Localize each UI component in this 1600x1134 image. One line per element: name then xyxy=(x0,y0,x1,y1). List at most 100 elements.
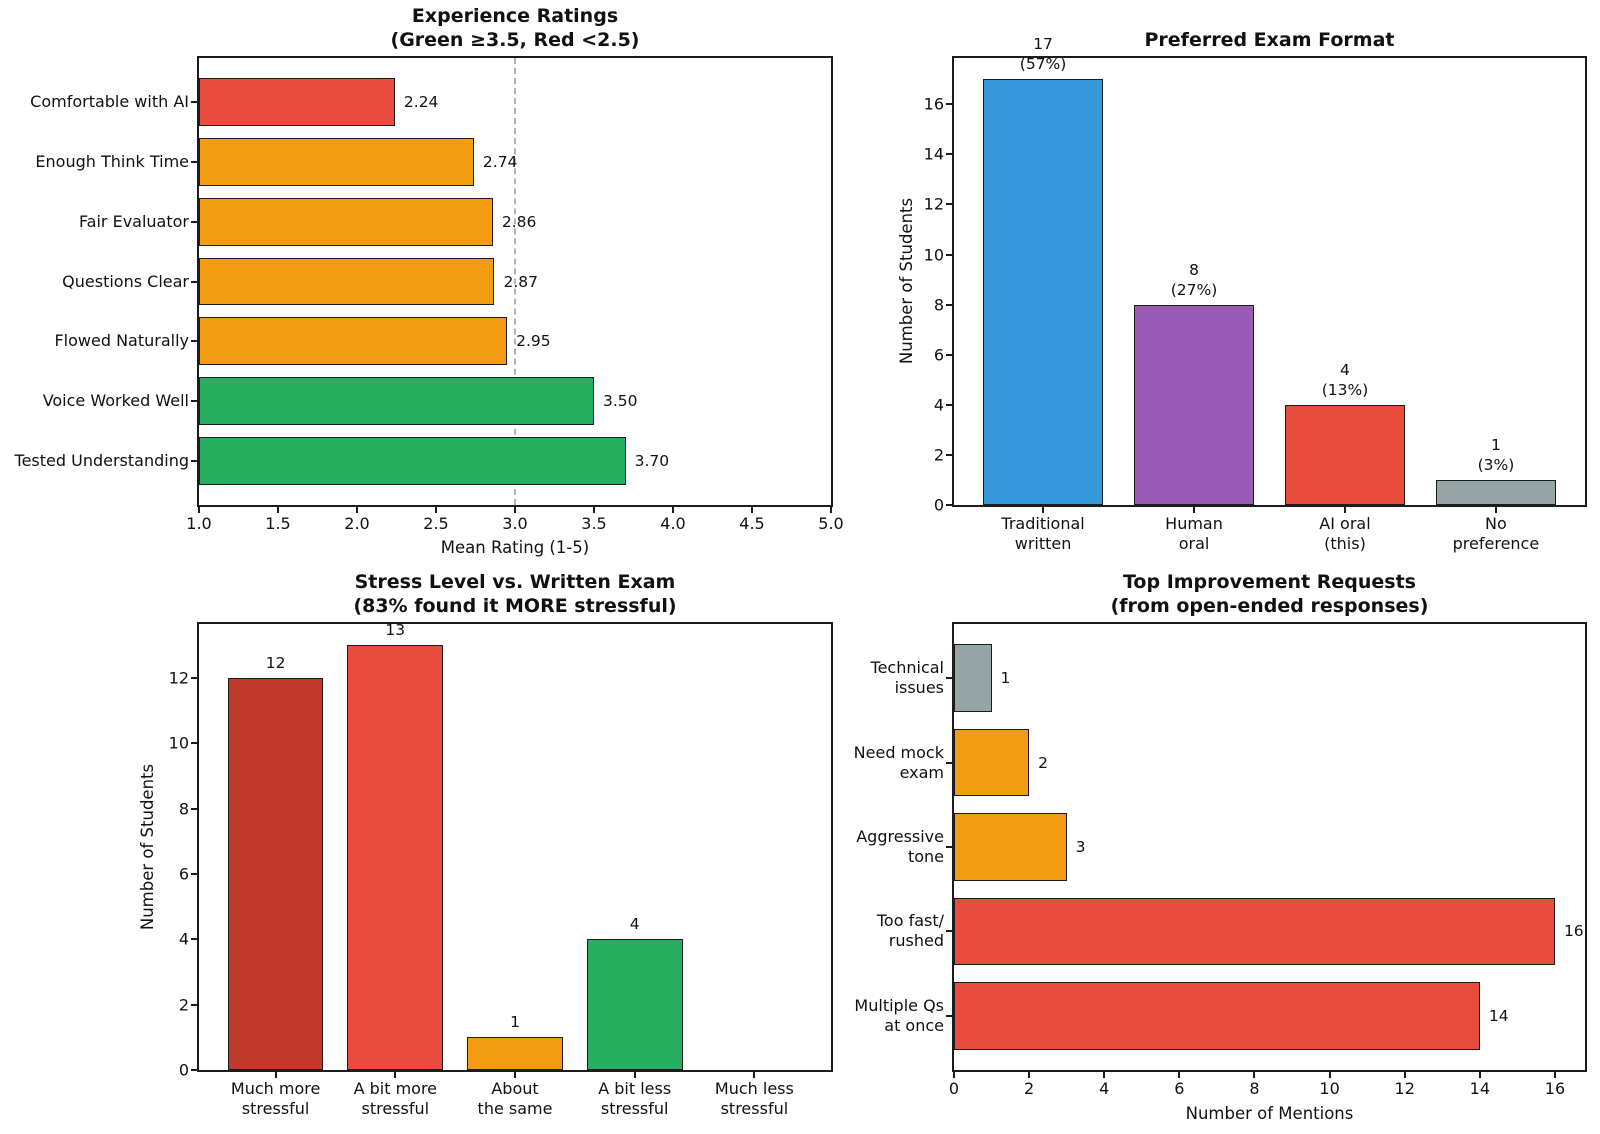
axis-tick-label: 1.5 xyxy=(265,514,291,533)
bar-value-label: 1 (3%) xyxy=(1478,435,1515,475)
axis-tick xyxy=(751,507,753,513)
axis-tick xyxy=(1103,1072,1106,1078)
bar-value-label: 1 xyxy=(510,1012,520,1032)
label-line: Questions Clear xyxy=(62,271,189,291)
bar-value-label: 1 xyxy=(1000,669,1011,688)
label-line: 13 xyxy=(385,621,406,640)
bar-value-label: 2.95 xyxy=(516,332,551,351)
category-label: Fair Evaluator xyxy=(79,212,189,232)
axis-tick-label: 8 xyxy=(1249,1079,1260,1098)
bar xyxy=(199,377,594,425)
category-tick xyxy=(633,1072,636,1078)
plot-area-top-improvement-requests: 1 Technical issues 2 Need mock exam 3 Aggressiv… xyxy=(854,622,1587,1098)
category-tick xyxy=(1343,507,1346,513)
axis-tick-label: 14 xyxy=(1469,1079,1491,1098)
bar xyxy=(199,138,474,186)
label-line: Fair Evaluator xyxy=(78,211,189,231)
label-line: Too fast/ xyxy=(876,911,944,931)
category-label: Much more stressful xyxy=(231,1079,320,1119)
bar-value-label: 2.24 xyxy=(403,93,439,112)
label-line: A bit more xyxy=(353,1079,438,1098)
axis-tick-label: 8 xyxy=(933,295,944,315)
axis-tick xyxy=(191,676,197,679)
bar xyxy=(1435,479,1557,505)
label-line: 1 xyxy=(1490,435,1501,454)
label-line: written xyxy=(1014,534,1072,553)
chart-title-line: Top Improvement Requests xyxy=(1122,571,1416,593)
bar xyxy=(954,982,1480,1050)
category-tick xyxy=(191,459,197,462)
label-line: (27%) xyxy=(1170,280,1218,299)
category-tick xyxy=(946,930,952,933)
axis-tick-label: 2 xyxy=(933,445,944,465)
bar-value-label: 2.87 xyxy=(503,272,538,291)
label-line: 12 xyxy=(265,653,286,672)
axis-tick-label: 16 xyxy=(923,94,944,114)
axis-tick xyxy=(953,1072,955,1078)
label-line: Need mock xyxy=(853,742,944,762)
bar xyxy=(1133,304,1255,505)
axis-tick xyxy=(1253,1072,1256,1078)
axis-tick-label: 12 xyxy=(168,668,189,688)
category-label: Tested Understanding xyxy=(15,451,189,471)
axis-tick xyxy=(1028,1072,1031,1078)
label-line: Aggressive xyxy=(856,827,944,846)
axis-tick xyxy=(191,938,197,941)
category-tick xyxy=(191,400,197,403)
axis-tick xyxy=(191,742,197,745)
label-line: at once xyxy=(884,1015,944,1035)
category-label: No preference xyxy=(1453,514,1540,554)
bar xyxy=(227,677,324,1070)
label-line: About xyxy=(491,1079,539,1098)
chart-title: Top Improvement Requests (from open-ende… xyxy=(952,568,1587,618)
category-label: Enough Think Time xyxy=(35,152,189,172)
category-tick xyxy=(191,280,197,283)
category-tick xyxy=(1494,507,1497,513)
category-label: Comfortable with AI xyxy=(30,92,189,112)
axis-tick xyxy=(1403,1072,1406,1078)
axis-tick-label: 0 xyxy=(933,495,944,515)
chart-title: Stress Level vs. Written Exam (83% found… xyxy=(197,568,833,618)
axis-tick-label: 4.0 xyxy=(660,514,686,533)
category-label: Human oral xyxy=(1165,514,1223,554)
axis-tick-label: 6 xyxy=(178,864,189,884)
label-line: (this) xyxy=(1324,534,1366,553)
y-axis-label: Number of Students xyxy=(897,197,916,365)
label-line: exam xyxy=(899,762,944,782)
bar-value-label: 13 xyxy=(385,620,405,640)
axis-tick-label: 3.0 xyxy=(502,514,528,533)
category-tick xyxy=(191,340,197,343)
category-tick xyxy=(946,1014,952,1017)
axis-tick-label: 8 xyxy=(178,799,189,819)
axis-tick xyxy=(1328,1072,1331,1078)
category-label: Multiple Qs at once xyxy=(854,996,944,1036)
axis-tick-label: 10 xyxy=(1319,1079,1340,1098)
label-line: (13%) xyxy=(1321,380,1369,399)
axis-tick xyxy=(946,253,952,256)
category-label: Questions Clear xyxy=(62,272,189,292)
label-line: 4 xyxy=(629,915,640,934)
axis-tick-label: 2.0 xyxy=(344,514,370,533)
category-label: Technical issues xyxy=(871,658,944,698)
label-line: Much less xyxy=(714,1079,794,1098)
axis-tick-label: 4 xyxy=(1099,1079,1110,1098)
category-label: AI oral (this) xyxy=(1319,514,1370,554)
axis-tick-label: 12 xyxy=(1394,1079,1415,1098)
category-tick xyxy=(946,677,952,680)
axis-tick-label: 0 xyxy=(948,1079,960,1098)
category-tick xyxy=(274,1072,277,1078)
label-line: 1 xyxy=(510,1013,520,1032)
plot-area-experience-ratings: 2.24 Comfortable with AI 2.74 Enough Think … xyxy=(15,56,844,533)
axis-tick-label: 12 xyxy=(923,194,944,214)
label-line: AI oral xyxy=(1319,514,1371,533)
label-line: Voice Worked Well xyxy=(42,391,189,411)
plot-area-preferred-exam-format: 17 (57%) Traditional written 8 (27%) Human oral… xyxy=(924,35,1587,553)
axis-tick xyxy=(435,507,437,513)
label-line: A bit less xyxy=(598,1079,672,1098)
label-line: Human xyxy=(1165,514,1223,533)
bar-value-label: 4 xyxy=(630,914,640,934)
label-line: rushed xyxy=(888,931,944,951)
axis-tick xyxy=(946,403,952,406)
chart-subtitle-line: (from open-ended responses) xyxy=(1110,595,1429,617)
chart-title: Experience Ratings (Green ≥3.5, Red <2.5… xyxy=(197,2,833,52)
